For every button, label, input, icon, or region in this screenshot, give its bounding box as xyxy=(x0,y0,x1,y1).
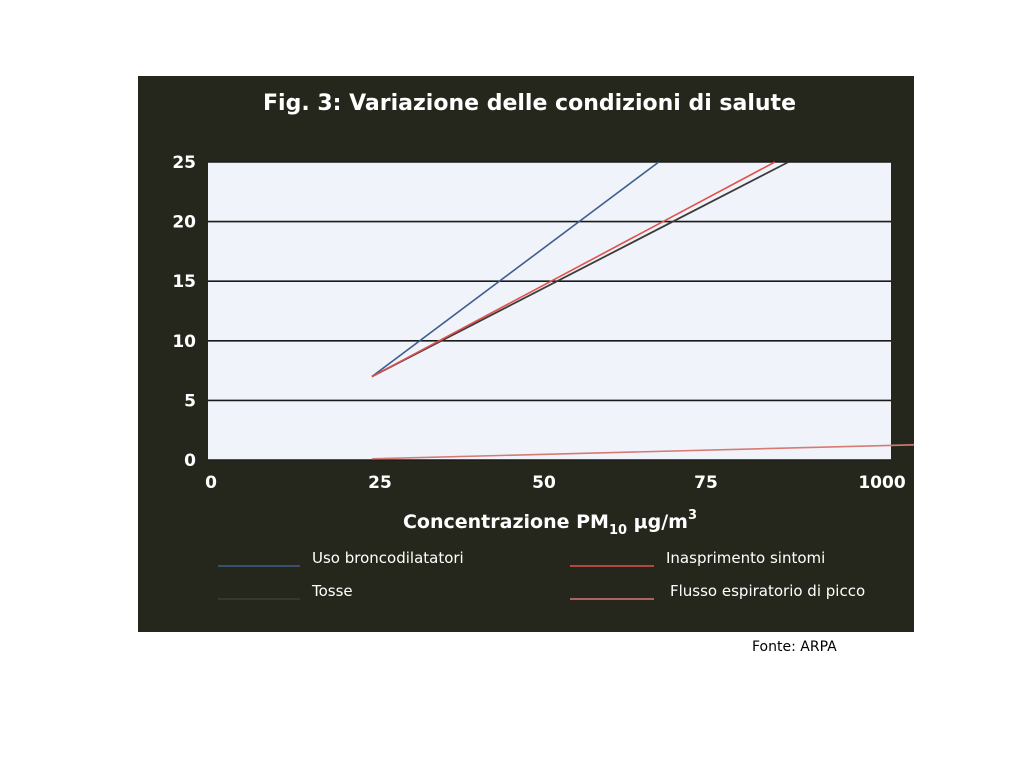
legend-label-2: Tosse xyxy=(311,582,353,600)
legend: Uso broncodilatatori Tosse Inasprimento si… xyxy=(218,549,865,600)
y-axis-ticks: 0 5 10 15 20 25 xyxy=(172,153,196,471)
y-tick-label: 25 xyxy=(172,153,196,173)
source-note: Fonte: ARPA xyxy=(752,639,837,655)
series-line-4 xyxy=(371,443,914,460)
y-tick-label: 10 xyxy=(172,332,196,352)
x-tick-label: 0 xyxy=(205,473,217,493)
legend-label-4: Flusso espiratorio di picco xyxy=(670,582,865,600)
x-tick-label: 50 xyxy=(532,473,556,493)
series-line-3 xyxy=(371,161,776,378)
x-axis-ticks: 0 25 50 75 1000 xyxy=(205,473,906,493)
y-tick-label: 0 xyxy=(184,451,196,471)
line-chart: Fig. 3: Variazione delle condizioni di s… xyxy=(172,91,914,600)
y-tick-label: 20 xyxy=(172,213,196,233)
series-lines xyxy=(371,161,914,460)
y-tick-label: 15 xyxy=(172,272,196,292)
x-axis-title: Concentrazione PM10 μg/m3 xyxy=(403,508,697,538)
series-line-1 xyxy=(371,161,660,378)
chart-title: Fig. 3: Variazione delle condizioni di s… xyxy=(263,91,796,116)
x-tick-label: 75 xyxy=(694,473,718,493)
legend-label-3: Inasprimento sintomi xyxy=(666,549,825,567)
legend-label-1: Uso broncodilatatori xyxy=(312,549,464,567)
y-tick-label: 5 xyxy=(184,391,196,411)
x-tick-label: 25 xyxy=(368,473,392,493)
plot-area xyxy=(208,162,891,460)
series-line-2 xyxy=(371,161,789,378)
gridlines xyxy=(208,161,891,461)
figure-panel: Fig. 3: Variazione delle condizioni di s… xyxy=(138,76,914,632)
x-tick-label: 1000 xyxy=(858,473,905,493)
